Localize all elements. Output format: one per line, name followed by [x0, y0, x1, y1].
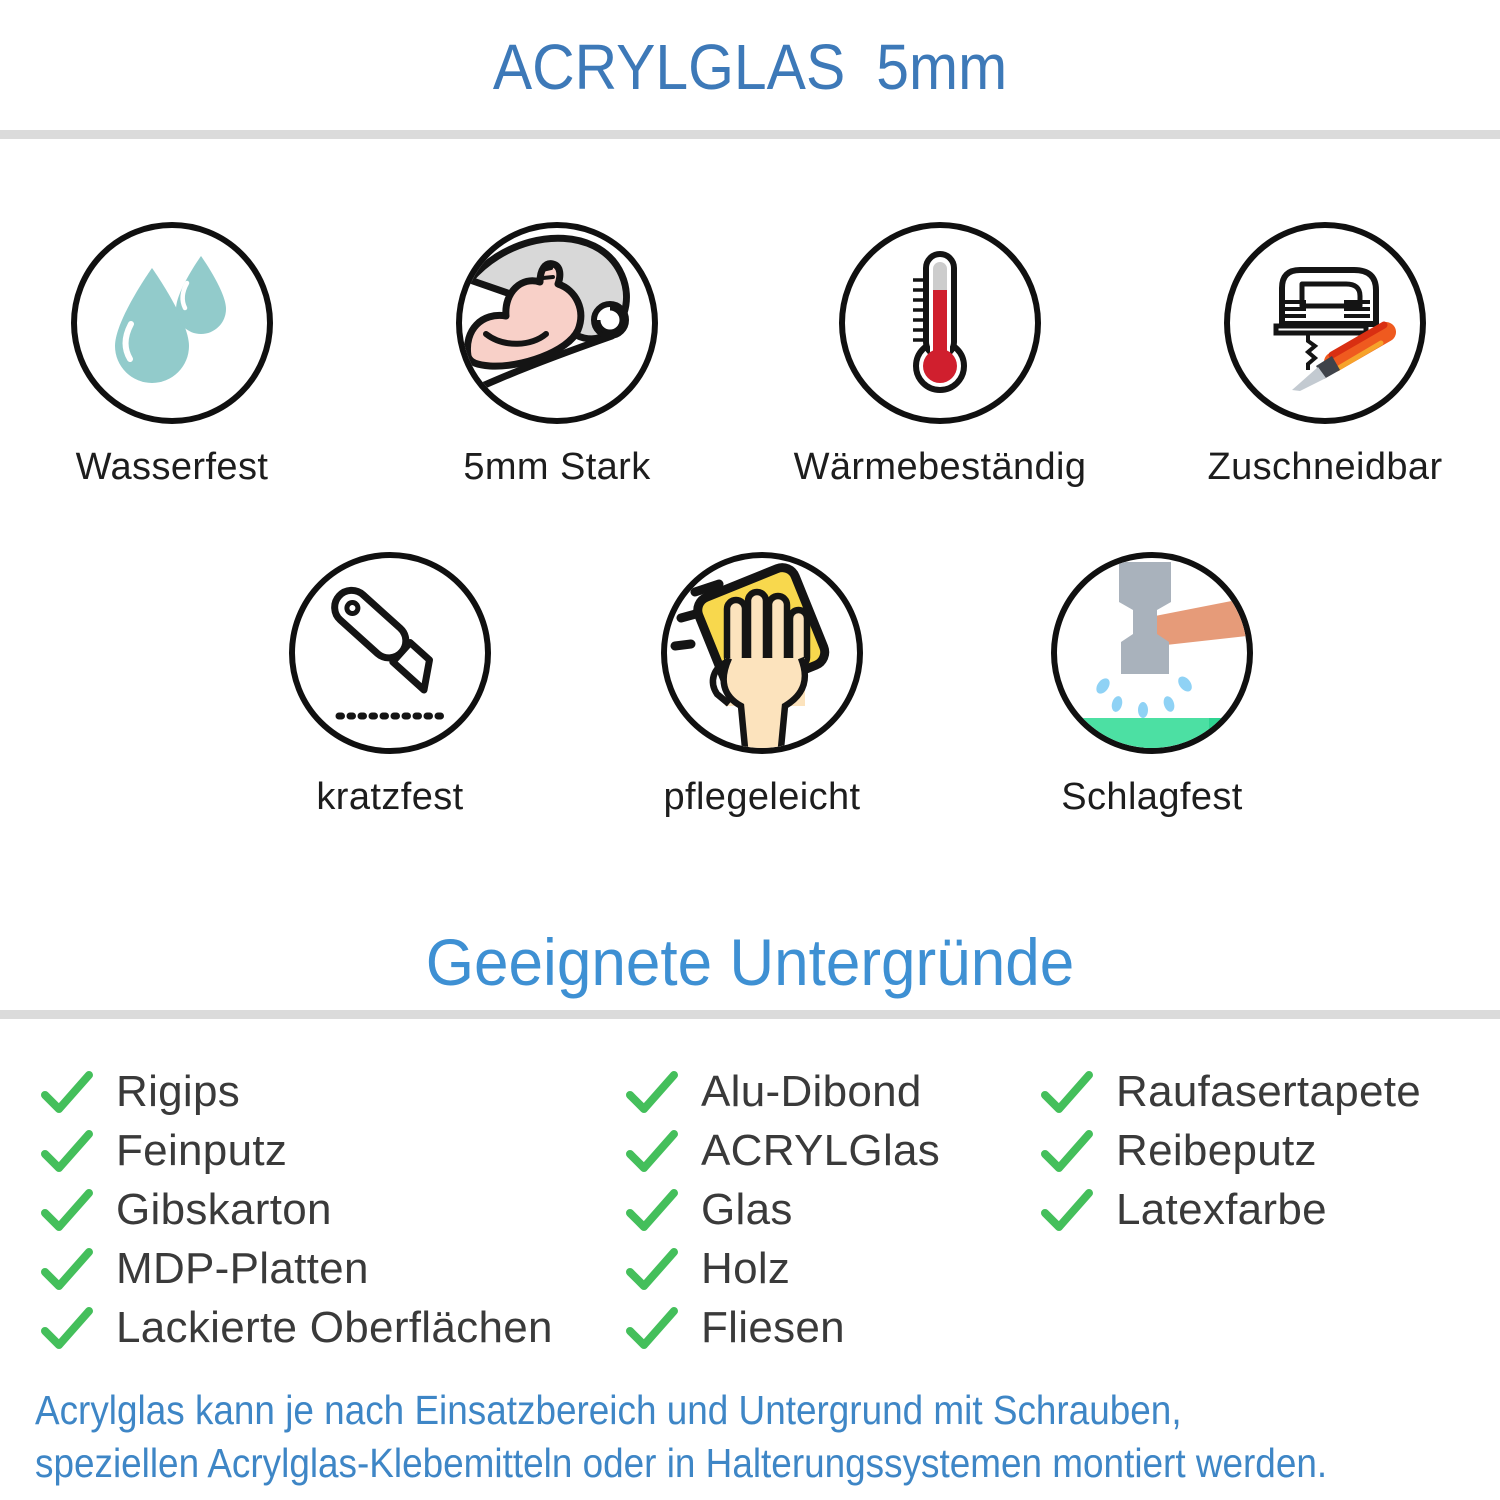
thermometer-icon: [913, 251, 967, 393]
feature-label: Wasserfest: [75, 446, 269, 488]
checklist-label: Feinputz: [116, 1126, 288, 1175]
check-icon: [41, 1130, 93, 1172]
check-icon: [1041, 1071, 1093, 1113]
checklist-label: Lackierte Oberflächen: [116, 1303, 553, 1352]
jigsaw-icon: [1273, 267, 1396, 391]
checklist-item: Fliesen: [625, 1303, 940, 1352]
checklist-label: ACRYLGlas: [701, 1126, 941, 1175]
check-icon: [41, 1307, 93, 1349]
feature-circle: [1224, 222, 1426, 424]
check-icon: [41, 1071, 93, 1113]
feature-label: pflegeleicht: [663, 776, 861, 818]
feature-waterproof: Wasserfest: [47, 222, 297, 489]
page-title: ACRYLGLAS 5mm: [492, 31, 1008, 103]
checklist-item: Feinputz: [40, 1126, 553, 1175]
checklist-item: Gibskarton: [40, 1185, 553, 1234]
checklist-label: Alu-Dibond: [701, 1067, 922, 1116]
checklist-label: Raufasertapete: [1116, 1067, 1422, 1116]
check-icon: [626, 1248, 678, 1290]
checklist-item: Lackierte Oberflächen: [40, 1303, 553, 1352]
feature-thickness: 5mm Stark: [432, 222, 682, 489]
mounting-note: Acrylglas kann je nach Einsatzbereich un…: [35, 1384, 1327, 1490]
substrate-column-2: Alu-Dibond ACRYLGlas Glas Holz Fliesen: [625, 1067, 941, 1363]
feature-cuttable: Zuschneidbar: [1200, 222, 1450, 489]
checklist-label: Glas: [701, 1185, 793, 1234]
divider-top: [0, 130, 1500, 139]
substrate-column-1: Rigips Feinputz Gibskarton MDP-Platten L…: [40, 1067, 553, 1363]
feature-impact-resistant: Schlagfest: [1027, 552, 1277, 819]
feature-circle: [1051, 552, 1253, 754]
feature-circle: [71, 222, 273, 424]
feature-label: Wärmebeständig: [793, 446, 1087, 488]
feature-label: Schlagfest: [1061, 776, 1243, 818]
checklist-label: Rigips: [116, 1067, 241, 1116]
checklist-item: Holz: [625, 1244, 940, 1293]
muscle-arm-icon: [463, 234, 630, 392]
mounting-note-line-1: Acrylglas kann je nach Einsatzbereich un…: [35, 1387, 1182, 1433]
feature-circle: [661, 552, 863, 754]
check-icon: [41, 1248, 93, 1290]
checklist-item: Reibeputz: [1040, 1126, 1421, 1175]
water-drops-icon: [115, 256, 226, 383]
checklist-label: Reibeputz: [1116, 1126, 1317, 1175]
check-icon: [626, 1071, 678, 1113]
feature-label: 5mm Stark: [463, 446, 651, 488]
divider-middle: [0, 1010, 1500, 1019]
checklist-label: Latexfarbe: [1116, 1185, 1327, 1234]
feature-circle: [289, 552, 491, 754]
checklist-item: MDP-Platten: [40, 1244, 553, 1293]
section-title: Geeignete Untergründe: [425, 925, 1075, 999]
checklist-item: Rigips: [40, 1067, 553, 1116]
check-icon: [626, 1189, 678, 1231]
substrate-column-3: Raufasertapete Reibeputz Latexfarbe: [1040, 1067, 1422, 1245]
checklist-label: Holz: [701, 1244, 791, 1293]
hammer-icon: [1057, 562, 1247, 748]
checklist-item: Alu-Dibond: [625, 1067, 940, 1116]
check-icon: [626, 1130, 678, 1172]
feature-circle: [839, 222, 1041, 424]
check-icon: [41, 1189, 93, 1231]
checklist-label: MDP-Platten: [116, 1244, 369, 1293]
feature-label: Zuschneidbar: [1207, 446, 1443, 488]
checklist-label: Fliesen: [701, 1303, 845, 1352]
utility-knife-icon: [331, 586, 449, 720]
checklist-item: Latexfarbe: [1040, 1185, 1421, 1234]
feature-label: kratzfest: [316, 776, 464, 818]
checklist-item: Raufasertapete: [1040, 1067, 1422, 1116]
checklist-item: ACRYLGlas: [625, 1126, 941, 1175]
feature-circle: [456, 222, 658, 424]
checklist-item: Glas: [625, 1185, 940, 1234]
cleaning-hand-icon: [670, 563, 830, 748]
mounting-note-line-2: speziellen Acrylglas-Klebemitteln oder i…: [35, 1440, 1328, 1486]
check-icon: [1041, 1130, 1093, 1172]
check-icon: [626, 1307, 678, 1349]
checklist-label: Gibskarton: [116, 1185, 332, 1234]
feature-heat-resistant: Wärmebeständig: [794, 222, 1086, 489]
feature-scratch-resistant: kratzfest: [265, 552, 515, 819]
feature-easy-care: pflegeleicht: [637, 552, 887, 819]
check-icon: [1041, 1189, 1093, 1231]
